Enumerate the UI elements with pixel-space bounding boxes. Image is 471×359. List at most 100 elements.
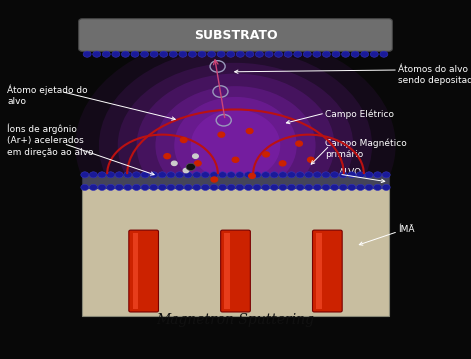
Circle shape (323, 51, 331, 57)
Text: SUBSTRATO: SUBSTRATO (194, 28, 277, 42)
Circle shape (232, 157, 239, 162)
Circle shape (331, 185, 339, 190)
Circle shape (81, 172, 89, 178)
Circle shape (188, 51, 196, 57)
Circle shape (296, 185, 304, 190)
Circle shape (89, 185, 97, 190)
Circle shape (218, 132, 225, 137)
Circle shape (167, 185, 175, 190)
Circle shape (244, 172, 252, 178)
Circle shape (263, 152, 269, 157)
Text: Campo Magnético
primário: Campo Magnético primário (325, 138, 407, 159)
Ellipse shape (191, 109, 280, 181)
Circle shape (198, 51, 206, 57)
Circle shape (89, 172, 97, 178)
Circle shape (150, 172, 158, 178)
Text: ALVO: ALVO (339, 168, 362, 177)
Circle shape (265, 51, 273, 57)
Circle shape (348, 172, 356, 178)
Circle shape (131, 51, 139, 57)
Circle shape (374, 185, 382, 190)
Circle shape (112, 51, 120, 57)
Bar (82, 188, 389, 316)
Circle shape (227, 185, 235, 190)
Circle shape (141, 172, 149, 178)
Circle shape (332, 51, 340, 57)
Circle shape (140, 51, 148, 57)
Circle shape (370, 51, 378, 57)
Circle shape (184, 172, 192, 178)
Circle shape (122, 51, 130, 57)
Circle shape (236, 51, 244, 57)
Circle shape (124, 185, 132, 190)
Circle shape (305, 172, 313, 178)
Circle shape (339, 185, 347, 190)
Circle shape (115, 172, 123, 178)
Circle shape (261, 185, 269, 190)
Circle shape (296, 141, 302, 146)
Circle shape (179, 51, 187, 57)
Circle shape (348, 185, 356, 190)
Circle shape (83, 51, 91, 57)
Circle shape (115, 185, 123, 190)
Circle shape (357, 172, 365, 178)
Circle shape (201, 185, 209, 190)
Circle shape (180, 137, 187, 143)
Circle shape (365, 185, 373, 190)
Circle shape (141, 185, 149, 190)
Circle shape (261, 172, 269, 178)
Circle shape (81, 185, 89, 190)
Circle shape (227, 172, 235, 178)
Ellipse shape (118, 63, 353, 228)
Circle shape (313, 185, 321, 190)
Circle shape (124, 172, 132, 178)
Circle shape (270, 185, 278, 190)
Circle shape (93, 51, 101, 57)
Circle shape (217, 51, 225, 57)
Circle shape (195, 161, 201, 166)
Circle shape (183, 168, 189, 173)
Circle shape (164, 154, 171, 159)
Circle shape (322, 172, 330, 178)
Circle shape (106, 185, 114, 190)
Circle shape (210, 185, 218, 190)
Circle shape (169, 51, 177, 57)
Circle shape (219, 172, 227, 178)
Circle shape (361, 51, 369, 57)
Circle shape (158, 172, 166, 178)
Circle shape (150, 51, 158, 57)
Ellipse shape (174, 97, 297, 194)
Circle shape (294, 51, 302, 57)
Circle shape (211, 177, 218, 182)
Circle shape (244, 185, 252, 190)
Circle shape (253, 172, 261, 178)
Circle shape (382, 172, 390, 178)
Circle shape (308, 157, 314, 162)
Ellipse shape (155, 86, 316, 205)
Circle shape (167, 172, 175, 178)
Circle shape (313, 172, 321, 178)
Circle shape (249, 173, 255, 178)
Text: ÍMÃ: ÍMÃ (398, 225, 414, 234)
Circle shape (339, 172, 347, 178)
Circle shape (176, 172, 184, 178)
Circle shape (186, 163, 195, 171)
Circle shape (305, 185, 313, 190)
Ellipse shape (99, 48, 372, 242)
Circle shape (210, 172, 218, 178)
Circle shape (201, 172, 209, 178)
Circle shape (132, 172, 140, 178)
Circle shape (227, 51, 235, 57)
Text: Átomo ejetado do
alvo: Átomo ejetado do alvo (7, 84, 88, 106)
Circle shape (158, 185, 166, 190)
Circle shape (380, 51, 388, 57)
Bar (224, 233, 230, 309)
Circle shape (296, 172, 304, 178)
Circle shape (236, 185, 244, 190)
Circle shape (106, 172, 114, 178)
Circle shape (287, 185, 295, 190)
Circle shape (341, 51, 349, 57)
Circle shape (253, 185, 261, 190)
Circle shape (382, 185, 390, 190)
Circle shape (193, 185, 201, 190)
